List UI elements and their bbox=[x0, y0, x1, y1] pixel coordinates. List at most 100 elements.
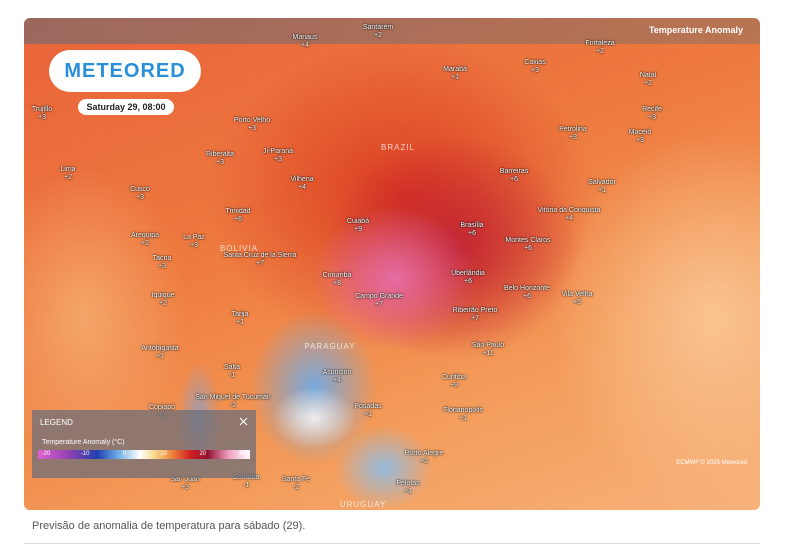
city-name: Santa Cruz de la Sierra bbox=[223, 252, 297, 259]
city-name: Manaus bbox=[292, 34, 318, 41]
city-name: Santa Fe bbox=[281, 476, 311, 483]
city-anomaly: +2 bbox=[596, 48, 604, 55]
city-label: Pelotas +1 bbox=[396, 480, 419, 496]
city-anomaly: +2 bbox=[374, 32, 382, 39]
scale-tick: 20 bbox=[199, 451, 207, 457]
city-anomaly: +6 bbox=[468, 230, 476, 237]
city-anomaly: +1 bbox=[156, 353, 164, 360]
city-anomaly: +3 bbox=[531, 67, 539, 74]
city-name: Tacna bbox=[152, 255, 172, 262]
city-label: Riberalta +3 bbox=[206, 151, 234, 167]
city-label: Porto Alegre +2 bbox=[405, 450, 444, 466]
layer-title: Temperature Anomaly bbox=[648, 25, 743, 35]
city-name: Cuiabá bbox=[346, 218, 370, 225]
date-badge[interactable]: Saturday 29, 08:00 bbox=[78, 99, 174, 115]
caption: Previsão de anomalia de temperatura para… bbox=[32, 520, 306, 532]
city-name: Salvador bbox=[588, 179, 616, 186]
city-name: San Miguel de Tucumán bbox=[195, 394, 271, 401]
city-anomaly: +4 bbox=[301, 42, 309, 49]
city-name: Pelotas bbox=[396, 480, 420, 487]
city-anomaly: +7 bbox=[471, 315, 479, 322]
city-name: Riberalta bbox=[205, 151, 235, 158]
city-label: Recife +3 bbox=[642, 106, 662, 122]
city-label: Campo Grande +7 bbox=[355, 293, 403, 309]
city-anomaly: +3 bbox=[569, 134, 577, 141]
city-anomaly: +3 bbox=[636, 137, 644, 144]
city-label: Santa Cruz de la Sierra +7 bbox=[224, 252, 297, 268]
city-name: Uberlândia bbox=[451, 270, 485, 277]
city-label: Belo Horizonte +6 bbox=[504, 285, 550, 301]
city-label: Barreiras +6 bbox=[500, 168, 528, 184]
city-anomaly: +3 bbox=[274, 156, 282, 163]
city-name: Vitória da Conquista bbox=[537, 207, 601, 214]
city-name: Copiapó bbox=[148, 404, 176, 411]
city-anomaly: +2 bbox=[64, 174, 72, 181]
city-anomaly: +6 bbox=[524, 245, 532, 252]
city-label: Florianópolis +1 bbox=[443, 407, 483, 423]
city-label: Santarém +2 bbox=[363, 24, 393, 40]
city-label: Trinidad +6 bbox=[225, 208, 250, 224]
city-anomaly: -1 bbox=[242, 482, 250, 489]
city-anomaly: +1 bbox=[236, 319, 244, 326]
city-label: San Miguel de Tucumán -2 bbox=[195, 394, 271, 410]
city-name: Arequipa bbox=[130, 232, 160, 239]
city-anomaly: +7 bbox=[256, 260, 264, 267]
city-label: Ji-Paraná +3 bbox=[263, 148, 293, 164]
city-label: Arequipa +2 bbox=[131, 232, 159, 248]
city-name: Corumbá bbox=[322, 272, 352, 279]
city-name: Cusco bbox=[130, 186, 150, 193]
city-anomaly: +3 bbox=[181, 484, 189, 491]
city-name: Natal bbox=[639, 72, 657, 79]
close-icon[interactable] bbox=[239, 417, 248, 426]
city-anomaly: +1 bbox=[598, 187, 606, 194]
city-anomaly: +3 bbox=[38, 114, 46, 121]
city-anomaly: +6 bbox=[464, 278, 472, 285]
city-anomaly: +2 bbox=[159, 300, 167, 307]
scale-tick: 10 bbox=[160, 451, 167, 457]
city-anomaly: +1 bbox=[451, 74, 459, 81]
city-anomaly: +9 bbox=[450, 382, 458, 389]
color-scale bbox=[38, 450, 250, 459]
city-anomaly: +8 bbox=[333, 280, 341, 287]
city-label: Tacna +3 bbox=[153, 255, 172, 271]
legend-title: LEGEND bbox=[40, 418, 73, 427]
city-anomaly: +1 bbox=[364, 411, 372, 418]
city-label: San Juan +3 bbox=[170, 476, 200, 492]
city-name: Santarém bbox=[362, 24, 394, 31]
city-anomaly: +3 bbox=[190, 242, 198, 249]
city-name: La Paz bbox=[183, 234, 205, 241]
city-name: Lima bbox=[60, 166, 76, 173]
city-label: São Paulo +11 bbox=[472, 342, 504, 358]
city-anomaly: +5 bbox=[573, 299, 581, 306]
city-anomaly: +11 bbox=[482, 350, 494, 357]
city-name: Vila Velha bbox=[561, 291, 593, 298]
city-anomaly: +2 bbox=[644, 80, 652, 87]
country-label: URUGUAY bbox=[339, 500, 387, 509]
country-label: BOLIVIA bbox=[219, 244, 259, 253]
city-name: Posadas bbox=[354, 403, 382, 410]
credit: ECMWF © 2025 Meteored bbox=[676, 460, 747, 466]
city-label: Salta -1 bbox=[224, 364, 240, 380]
city-name: Ribeirão Preto bbox=[452, 307, 498, 314]
city-name: Caxias bbox=[524, 59, 546, 66]
country-label: BRAZIL bbox=[380, 143, 416, 152]
city-label: Salvador +1 bbox=[588, 179, 616, 195]
city-name: Montes Claros bbox=[505, 237, 551, 244]
scale-tick: -20 bbox=[41, 451, 51, 457]
city-anomaly: +4 bbox=[298, 184, 306, 191]
city-name: Antofagasta bbox=[141, 345, 179, 352]
legend: LEGEND Temperature Anomaly (°C) -20 -10 0 1… bbox=[32, 410, 256, 478]
city-label: Santa Fe -2 bbox=[282, 476, 310, 492]
city-name: Campo Grande bbox=[355, 293, 403, 300]
city-anomaly: -2 bbox=[292, 484, 300, 491]
city-name: Belo Horizonte bbox=[504, 285, 550, 292]
city-label: Cuiabá +9 bbox=[347, 218, 369, 234]
city-label: Cusco +3 bbox=[130, 186, 150, 202]
city-name: Fortaleza bbox=[585, 40, 615, 47]
city-name: Iquique bbox=[151, 292, 175, 299]
city-name: Florianópolis bbox=[443, 407, 483, 414]
city-anomaly: +3 bbox=[248, 125, 256, 132]
city-name: Tarija bbox=[231, 311, 249, 318]
city-label: Ribeirão Preto +7 bbox=[453, 307, 498, 323]
city-anomaly: +3 bbox=[216, 159, 224, 166]
